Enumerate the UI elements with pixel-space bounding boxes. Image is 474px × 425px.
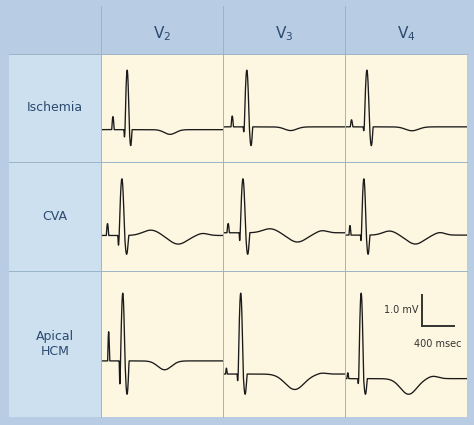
Text: V$_3$: V$_3$ — [274, 24, 293, 43]
Text: V$_2$: V$_2$ — [153, 24, 171, 43]
Text: V$_4$: V$_4$ — [397, 24, 415, 43]
Text: CVA: CVA — [43, 210, 68, 223]
Text: Ischemia: Ischemia — [27, 102, 83, 114]
Text: 1.0 mV: 1.0 mV — [384, 305, 418, 315]
Text: Apical
HCM: Apical HCM — [36, 330, 74, 358]
Text: 400 msec: 400 msec — [414, 339, 462, 349]
